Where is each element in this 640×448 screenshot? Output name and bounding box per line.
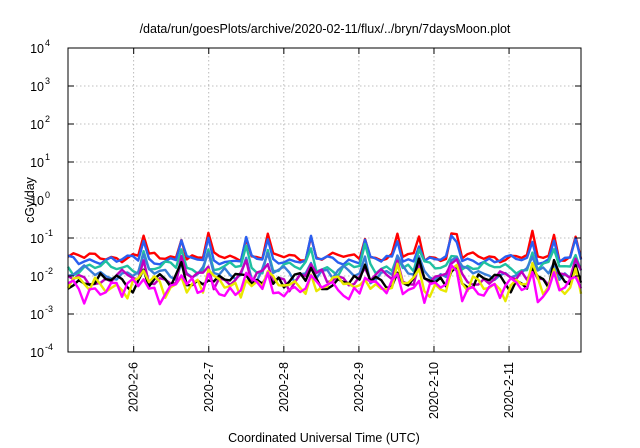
y-tick-label: 10 [30,308,44,322]
x-tick-label: 2020-2-8 [277,362,291,412]
series-line [66,242,583,278]
y-tick-exponent: 0 [45,190,50,200]
x-tick-label: 2020-2-6 [127,362,141,412]
y-tick-exponent: 1 [45,152,50,162]
x-tick-label: 2020-2-10 [427,362,441,419]
x-tick-label: 2020-2-11 [502,362,516,418]
x-axis-label: Coordinated Universal Time (UTC) [228,431,420,445]
y-tick-exponent: 3 [45,76,50,86]
y-tick-exponent: -3 [45,304,53,314]
y-tick-label: 10 [30,232,44,246]
series-lines [66,229,583,306]
chart-title: /data/run/goesPlots/archive/2020-02-11/f… [140,22,511,36]
y-tick-exponent: 4 [45,38,50,48]
y-tick-exponent: 2 [45,114,50,124]
y-tick-label: 10 [30,118,44,132]
x-tick-label: 2020-2-9 [352,362,366,412]
y-tick-label: 10 [30,156,44,170]
y-tick-exponent: -1 [45,228,53,238]
y-tick-label: 10 [30,80,44,94]
y-tick-label: 10 [30,42,44,56]
y-tick-label: 10 [30,270,44,284]
y-tick-label: 10 [30,194,44,208]
y-tick-exponent: -4 [45,342,53,352]
y-axis-label: cGy/day [23,176,37,223]
y-tick-label: 10 [30,346,44,360]
series-line [67,234,583,266]
x-tick-label: 2020-2-7 [202,362,216,412]
series-line [67,257,583,294]
series-line [67,264,583,306]
grid-lines [68,48,581,352]
y-tick-exponent: -2 [45,266,53,276]
series-line [67,254,583,293]
